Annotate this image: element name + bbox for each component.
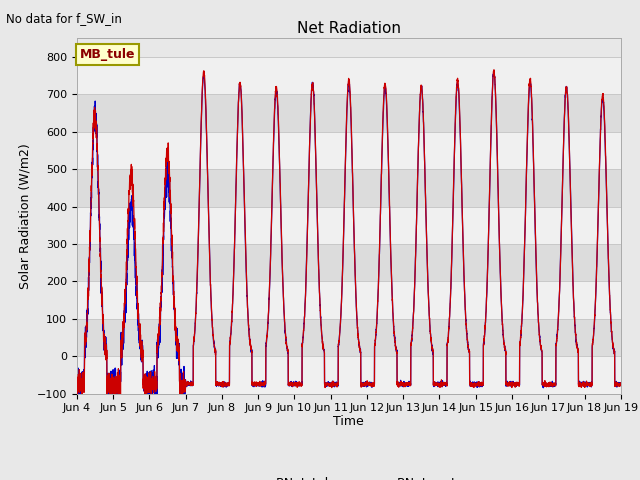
Text: MB_tule: MB_tule	[79, 48, 135, 61]
Title: Net Radiation: Net Radiation	[297, 21, 401, 36]
Bar	[77, 281, 621, 319]
Bar	[77, 169, 621, 207]
Bar	[77, 356, 621, 394]
Y-axis label: Solar Radiation (W/m2): Solar Radiation (W/m2)	[18, 143, 31, 289]
Bar	[77, 244, 621, 281]
Bar	[77, 57, 621, 95]
Text: No data for f_SW_in: No data for f_SW_in	[6, 12, 122, 25]
Bar	[77, 95, 621, 132]
X-axis label: Time: Time	[333, 415, 364, 428]
Legend: RNet_tule, RNet_wat: RNet_tule, RNet_wat	[236, 471, 461, 480]
Bar	[77, 319, 621, 356]
Bar	[77, 207, 621, 244]
Bar	[77, 132, 621, 169]
